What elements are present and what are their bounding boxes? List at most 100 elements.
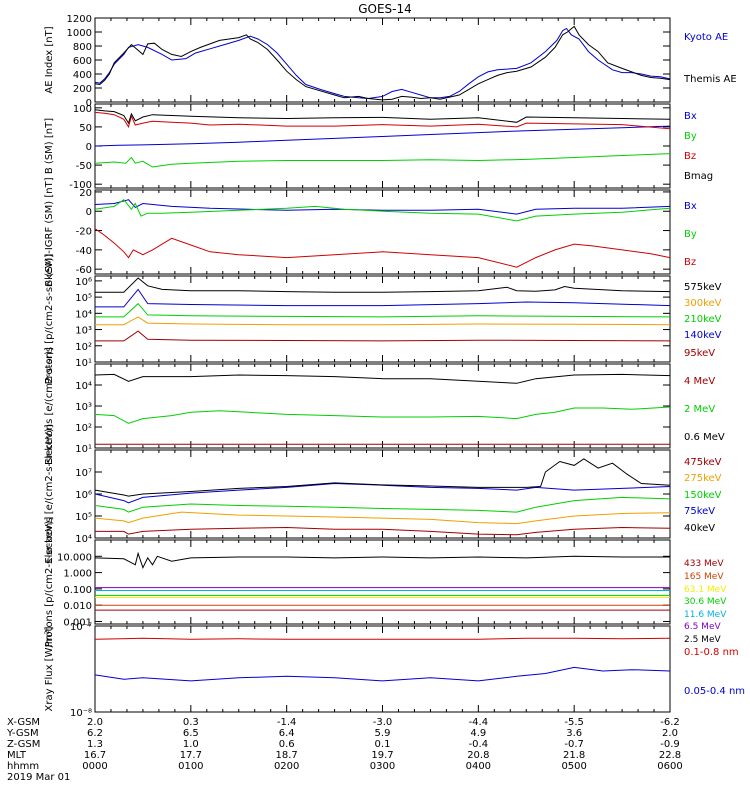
- x-row-value: -0.4: [469, 739, 489, 750]
- legend-entry: 0.05-0.4 nm: [684, 686, 745, 697]
- series-line: [95, 526, 670, 536]
- y-tick-label: 200: [73, 84, 92, 95]
- series-line: [95, 153, 670, 168]
- y-tick-label: 10.000: [57, 552, 92, 563]
- series-line: [95, 277, 670, 293]
- series-line: [95, 637, 670, 640]
- x-row-value: -0.7: [564, 739, 584, 750]
- legend-entry: Bx: [684, 111, 697, 122]
- y-tick-label: 10⁵: [75, 512, 92, 523]
- legend-entry: By: [684, 229, 697, 240]
- y-tick-label: 1.000: [63, 569, 92, 580]
- y-tick-label: 0: [86, 207, 92, 218]
- x-row-value: 17.7: [180, 750, 202, 761]
- x-row-label: Y-GSM: [6, 728, 39, 739]
- y-tick-label: 10¹: [75, 444, 92, 455]
- x-row-value: 20.8: [467, 750, 489, 761]
- legend-entry: Themis AE: [683, 74, 737, 85]
- y-tick-label: 100: [73, 104, 92, 115]
- y-tick-label: 10²: [75, 342, 92, 353]
- x-row-value: 0.1: [375, 739, 391, 750]
- series-line: [95, 666, 670, 682]
- y-tick-label: 10⁻⁸: [70, 708, 92, 719]
- x-row-value: 6.2: [87, 728, 103, 739]
- y-tick-label: -100: [69, 180, 92, 191]
- x-row-value: 0200: [274, 761, 299, 772]
- y-axis-label: Protons [p/(cm2-s-sr-keV)]: [44, 517, 55, 648]
- legend-entry: 475keV: [684, 457, 722, 468]
- series-line: [95, 111, 670, 130]
- legend-entry: 11.6 MeV: [684, 610, 727, 620]
- x-row-value: 0600: [657, 761, 682, 772]
- y-axis-label: AE Index [nT]: [44, 26, 55, 93]
- x-row-value: 6.5: [183, 728, 199, 739]
- x-row-value: 18.7: [276, 750, 298, 761]
- legend-entry: 2.5 MeV: [684, 635, 721, 645]
- legend-entry: 4 MeV: [684, 376, 715, 387]
- y-tick-label: 10⁶: [75, 490, 92, 501]
- legend-entry: 6.5 MeV: [684, 622, 721, 632]
- x-row-value: 0100: [178, 761, 203, 772]
- y-tick-label: 0.100: [63, 585, 92, 596]
- legend-entry: 0.1-0.8 nm: [684, 647, 739, 658]
- y-tick-label: 10⁷: [75, 468, 92, 479]
- panel-1: 0 200 400 600 800 1000 1200 AE Index [nT] Kyoto …: [44, 14, 737, 109]
- legend-entry: By: [684, 131, 697, 142]
- y-tick-label: 10⁴: [75, 381, 92, 392]
- series-line: [95, 228, 670, 268]
- legend-entry: Bz: [684, 151, 696, 162]
- legend-entry: 165 MeV: [684, 572, 724, 582]
- x-row-value: -1.4: [277, 717, 297, 728]
- x-axis-table: X-GSM 2.0 0.3 -1.4 -3.0 -4.4 -5.5 -6.2 Y-GSM 6.2 6…: [6, 717, 683, 783]
- x-row-value: -5.5: [564, 717, 584, 728]
- x-row-value: -0.9: [660, 739, 680, 750]
- legend-entry: Bz: [684, 257, 696, 268]
- series-line: [95, 511, 670, 525]
- legend-entry: 95keV: [684, 348, 715, 359]
- legend-entry: 0.6 MeV: [684, 432, 725, 443]
- legend-entry: Bmag: [684, 171, 713, 182]
- panel-frame: [94, 539, 671, 625]
- y-tick-label: 50: [79, 123, 92, 134]
- legend-entry: 75keV: [684, 506, 715, 517]
- x-row-label: X-GSM: [7, 717, 40, 728]
- y-tick-label: 10⁴: [75, 534, 92, 545]
- panel-frame: [94, 103, 671, 189]
- series-line: [95, 302, 670, 318]
- x-row-label: MLT: [7, 750, 27, 761]
- y-tick-label: 0: [86, 98, 92, 109]
- series-line: [95, 406, 670, 424]
- series-line: [95, 27, 670, 100]
- y-axis-label: Electrons [e/(cm2-s-sr-keV)]: [44, 424, 55, 563]
- x-row-value: -3.0: [373, 717, 393, 728]
- series-line: [95, 551, 670, 570]
- y-tick-label: 10⁶: [75, 277, 92, 288]
- x-row-value: 4.9: [470, 728, 486, 739]
- x-row-value: 5.9: [375, 728, 391, 739]
- legend-entry: Bx: [684, 201, 697, 212]
- x-row-value: 22.8: [659, 750, 681, 761]
- series-line: [95, 288, 670, 308]
- y-tick-label: 1200: [67, 14, 92, 25]
- panel-8: 10⁻⁸ 10⁻⁷ Xray Flux [W/m²] 0.1-0.8 nm 0.05-0…: [44, 622, 745, 719]
- series-line: [95, 199, 670, 215]
- y-tick-label: 0.010: [63, 601, 92, 612]
- panel-frame: [94, 17, 671, 103]
- y-tick-label: 0: [86, 142, 92, 153]
- x-row-value: 1.3: [87, 739, 103, 750]
- series-line: [95, 316, 670, 326]
- y-tick-label: -40: [76, 246, 92, 257]
- y-axis-label: B (SM)-IGRF (SM) [nT]: [44, 177, 55, 286]
- x-row-value: 21.8: [563, 750, 585, 761]
- series-line: [95, 496, 670, 513]
- legend-entry: 63.1 MeV: [684, 585, 727, 595]
- y-tick-label: 600: [73, 56, 92, 67]
- x-row-value: 0400: [466, 761, 491, 772]
- series-line: [95, 458, 670, 497]
- x-row-value: 3.6: [566, 728, 582, 739]
- y-axis-label: Xray Flux [W/m²]: [44, 626, 55, 711]
- legend-entry: 140keV: [684, 330, 722, 341]
- x-row-value: -6.2: [660, 717, 680, 728]
- x-row-value: 2.0: [662, 728, 678, 739]
